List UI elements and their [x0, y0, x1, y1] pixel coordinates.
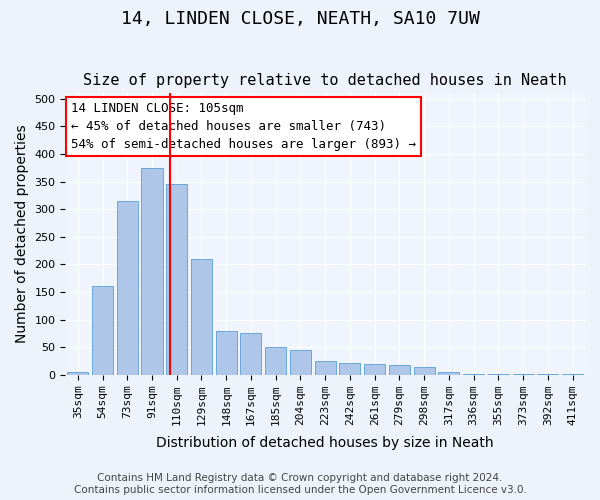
Bar	[117, 201, 138, 374]
Bar	[92, 286, 113, 374]
Bar	[364, 364, 385, 374]
Bar	[340, 362, 361, 374]
Bar	[191, 259, 212, 374]
Bar	[389, 364, 410, 374]
Bar	[439, 372, 460, 374]
Bar	[67, 372, 88, 374]
X-axis label: Distribution of detached houses by size in Neath: Distribution of detached houses by size …	[157, 436, 494, 450]
Bar	[265, 347, 286, 374]
Bar	[241, 334, 262, 374]
Y-axis label: Number of detached properties: Number of detached properties	[15, 124, 29, 344]
Bar	[413, 367, 434, 374]
Title: Size of property relative to detached houses in Neath: Size of property relative to detached ho…	[83, 73, 567, 88]
Text: 14 LINDEN CLOSE: 105sqm
← 45% of detached houses are smaller (743)
54% of semi-d: 14 LINDEN CLOSE: 105sqm ← 45% of detache…	[71, 102, 416, 151]
Bar	[166, 184, 187, 374]
Bar	[216, 330, 237, 374]
Text: Contains HM Land Registry data © Crown copyright and database right 2024.
Contai: Contains HM Land Registry data © Crown c…	[74, 474, 526, 495]
Text: 14, LINDEN CLOSE, NEATH, SA10 7UW: 14, LINDEN CLOSE, NEATH, SA10 7UW	[121, 10, 479, 28]
Bar	[142, 168, 163, 374]
Bar	[314, 361, 336, 374]
Bar	[290, 350, 311, 374]
